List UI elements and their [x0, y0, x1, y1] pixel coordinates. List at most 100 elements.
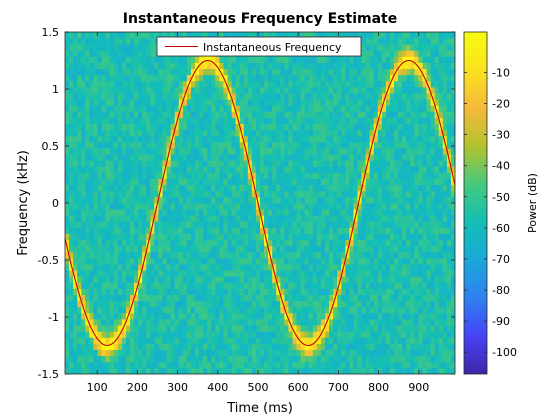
heatmap-cell [166, 288, 172, 296]
heatmap-cell [325, 203, 330, 210]
heatmap-cell [146, 337, 151, 344]
heatmap-cell [195, 288, 200, 296]
heatmap-cell [207, 325, 212, 332]
heatmap-cell [276, 276, 281, 283]
heatmap-cell [134, 44, 139, 51]
heatmap-cell [158, 300, 163, 308]
heatmap-cell [251, 312, 257, 320]
heatmap-cell [101, 141, 107, 149]
heatmap-cell [81, 68, 86, 76]
heatmap-cell [235, 319, 241, 326]
heatmap-cell [418, 62, 423, 70]
heatmap-cell [292, 239, 297, 247]
heatmap-cell [223, 367, 228, 374]
heatmap-cell [394, 135, 399, 143]
heatmap-cell [284, 203, 289, 210]
heatmap-cell [211, 355, 216, 363]
heatmap-cell [357, 135, 362, 143]
heatmap-cell [190, 105, 196, 112]
heatmap-cell [304, 86, 310, 94]
heatmap-cell [146, 62, 151, 70]
heatmap-cell [288, 166, 293, 173]
heatmap-cell [73, 123, 78, 131]
heatmap-cell [211, 233, 216, 241]
heatmap-cell [138, 80, 143, 88]
heatmap-cell [162, 319, 167, 326]
heatmap-cell [231, 111, 237, 118]
heatmap-cell [337, 203, 342, 210]
heatmap-cell [121, 367, 127, 374]
heatmap-cell [101, 239, 107, 247]
heatmap-cell [77, 306, 82, 314]
heatmap-cell [243, 203, 249, 210]
heatmap-cell [365, 117, 371, 125]
heatmap-cell [418, 166, 423, 173]
heatmap-cell [337, 160, 342, 167]
heatmap-cell [174, 257, 180, 265]
heatmap-cell [394, 294, 399, 302]
heatmap-cell [333, 203, 338, 210]
heatmap-cell [77, 221, 82, 228]
heatmap-cell [377, 239, 383, 247]
heatmap-cell [329, 154, 334, 161]
heatmap-cell [77, 294, 82, 302]
heatmap-cell [77, 300, 82, 308]
heatmap-cell [337, 337, 342, 344]
heatmap-cell [369, 123, 375, 131]
heatmap-cell [308, 196, 314, 204]
heatmap-cell [373, 264, 379, 271]
heatmap-cell [406, 367, 411, 374]
heatmap-cell [320, 135, 326, 143]
heatmap-cell [365, 337, 371, 344]
heatmap-cell [284, 166, 289, 173]
heatmap-cell [146, 184, 151, 192]
heatmap-cell [134, 129, 139, 137]
heatmap-cell [81, 319, 86, 326]
heatmap-cell [85, 148, 90, 155]
heatmap-cell [186, 319, 192, 326]
heatmap-cell [247, 264, 253, 271]
plot-area[interactable] [65, 32, 455, 374]
heatmap-cell [178, 135, 184, 143]
heatmap-cell [69, 160, 74, 167]
heatmap-cell [134, 221, 139, 228]
heatmap-cell [150, 68, 155, 76]
heatmap-cell [105, 227, 111, 234]
heatmap-cell [109, 141, 115, 149]
heatmap-cell [125, 99, 131, 106]
heatmap-cell [260, 276, 265, 283]
heatmap-cell [276, 251, 281, 259]
heatmap-cell [398, 117, 403, 125]
heatmap-cell [69, 325, 74, 332]
heatmap-cell [166, 160, 172, 167]
heatmap-cell [308, 117, 314, 125]
heatmap-cell [316, 349, 322, 357]
heatmap-cell [410, 331, 415, 338]
heatmap-cell [316, 32, 322, 39]
heatmap-cell [304, 68, 310, 76]
heatmap-cell [353, 160, 358, 167]
heatmap-cell [398, 349, 403, 357]
heatmap-cell [178, 160, 184, 167]
heatmap-cell [304, 331, 310, 338]
heatmap-cell [402, 148, 407, 155]
heatmap-cell [178, 74, 184, 82]
heatmap-cell [130, 196, 135, 204]
heatmap-cell [69, 215, 74, 222]
heatmap-cell [146, 44, 151, 51]
heatmap-cell [166, 239, 172, 247]
heatmap-cell [406, 319, 411, 326]
heatmap-cell [337, 245, 342, 253]
heatmap-cell [69, 300, 74, 308]
heatmap-cell [170, 209, 176, 216]
heatmap-cell [394, 160, 399, 167]
heatmap-cell [170, 190, 176, 198]
heatmap-cell [162, 86, 167, 94]
heatmap-cell [109, 300, 115, 308]
heatmap-cell [227, 349, 232, 357]
heatmap-cell [243, 215, 249, 222]
heatmap-cell [377, 245, 383, 253]
heatmap-cell [316, 74, 322, 82]
heatmap-cell [162, 178, 167, 186]
heatmap-cell [410, 245, 415, 253]
